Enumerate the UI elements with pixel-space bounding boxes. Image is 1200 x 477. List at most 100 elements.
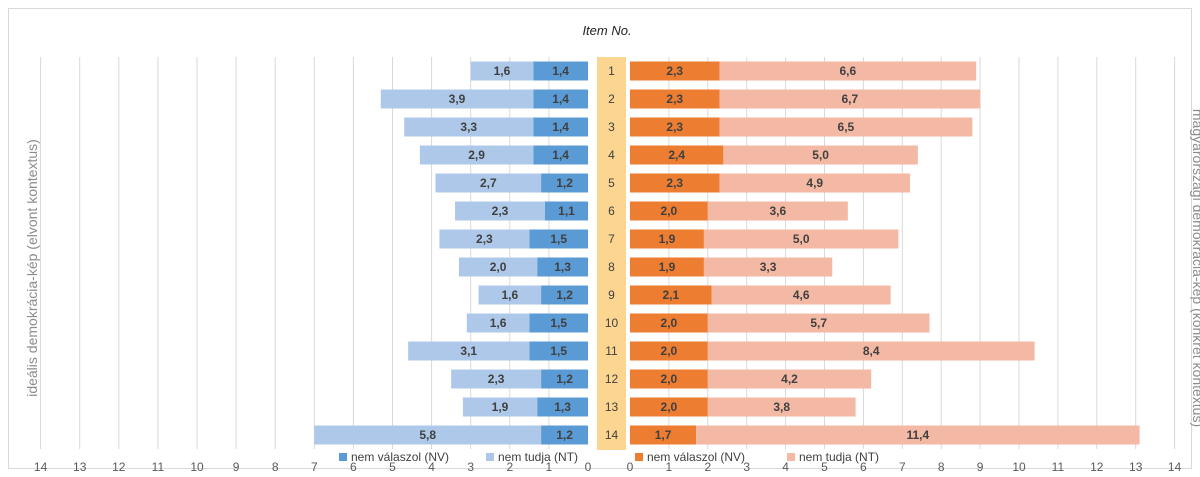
x-tick-left: 2 — [506, 460, 513, 474]
data-label-right-nv: 2,3 — [666, 92, 683, 106]
bar-right-nt — [696, 425, 1140, 445]
bar-left-nt — [470, 61, 534, 81]
bar-right-nt — [707, 369, 872, 389]
data-label-left-nt: 1,6 — [490, 316, 507, 330]
x-tick-left: 6 — [350, 460, 357, 474]
bar-right-nv — [630, 117, 720, 137]
x-tick-left: 1 — [546, 460, 553, 474]
bar-right-nv — [630, 145, 724, 165]
data-label-right-nv: 2,4 — [668, 148, 685, 162]
data-label-right-nv: 1,7 — [655, 428, 672, 442]
x-tick-right: 6 — [860, 460, 867, 474]
x-tick-left: 5 — [389, 460, 396, 474]
bar-left-nt — [435, 173, 542, 193]
data-label-left-nt: 1,9 — [492, 400, 509, 414]
data-label-right-nv: 1,9 — [659, 260, 676, 274]
data-label-right-nt: 6,6 — [839, 64, 856, 78]
bar-right-nt — [703, 257, 833, 277]
bar-left-nt — [462, 397, 538, 417]
data-label-left-nv: 1,4 — [552, 120, 569, 134]
item-number-label: 2 — [608, 92, 615, 106]
bar-left-nv — [544, 201, 588, 221]
x-tick-left: 10 — [190, 460, 204, 474]
data-label-right-nt: 5,0 — [793, 232, 810, 246]
data-label-right-nv: 2,3 — [666, 176, 683, 190]
bar-right-nt — [703, 229, 899, 249]
x-tick-left: 8 — [272, 460, 279, 474]
x-tick-right: 9 — [977, 460, 984, 474]
item-number-column — [597, 57, 626, 450]
chart-title: Item No. — [582, 23, 631, 38]
x-tick-right: 7 — [899, 460, 906, 474]
data-label-right-nv: 2,0 — [661, 204, 678, 218]
data-label-right-nv: 2,0 — [661, 372, 678, 386]
x-tick-right: 1 — [666, 460, 673, 474]
bar-left-nv — [529, 229, 588, 249]
bar-left-nt — [408, 341, 530, 361]
bar-left-nv — [533, 117, 588, 137]
data-label-left-nt: 3,1 — [460, 344, 477, 358]
x-tick-right: 11 — [1052, 460, 1065, 474]
legend-swatch — [787, 453, 795, 461]
bar-right-nt — [707, 313, 930, 333]
bar-right-nv — [630, 229, 704, 249]
item-number-label: 3 — [608, 120, 615, 134]
data-label-left-nv: 1,5 — [550, 344, 567, 358]
bar-left-nv — [529, 341, 588, 361]
bar-right-nv — [630, 425, 697, 445]
x-tick-right: 13 — [1129, 460, 1143, 474]
item-number-label: 6 — [608, 204, 615, 218]
item-number-label: 5 — [608, 176, 615, 190]
data-label-right-nv: 2,3 — [666, 64, 683, 78]
item-number-label: 8 — [608, 260, 615, 274]
data-label-right-nv: 1,9 — [659, 232, 676, 246]
data-label-right-nt: 3,6 — [769, 204, 786, 218]
x-tick-right: 10 — [1012, 460, 1026, 474]
data-label-left-nv: 1,2 — [556, 372, 573, 386]
data-label-right-nv: 2,0 — [661, 400, 678, 414]
bar-right-nt — [707, 341, 1035, 361]
bar-right-nt — [723, 145, 918, 165]
data-label-left-nt: 2,3 — [488, 372, 505, 386]
data-label-left-nt: 3,9 — [449, 92, 466, 106]
legend-label: nem tudja (NT) — [799, 450, 879, 464]
data-label-left-nv: 1,2 — [556, 288, 573, 302]
bar-right-nt — [719, 173, 911, 193]
data-label-left-nt: 5,8 — [419, 428, 436, 442]
legend-swatch — [486, 453, 494, 461]
bar-right-nt — [719, 117, 973, 137]
legend-label: nem válaszol (NV) — [351, 450, 449, 464]
data-label-left-nv: 1,3 — [554, 400, 571, 414]
bar-right-nv — [630, 201, 708, 221]
x-tick-left: 3 — [467, 460, 474, 474]
bar-left-nv — [533, 61, 588, 81]
bar-right-nt — [707, 201, 848, 221]
item-number-label: 13 — [605, 400, 619, 414]
x-tick-left: 13 — [73, 460, 87, 474]
x-tick-left: 11 — [152, 460, 165, 474]
bar-right-nv — [630, 173, 720, 193]
bar-right-nt — [711, 285, 891, 305]
data-label-left-nv: 1,2 — [556, 428, 573, 442]
bar-right-nv — [630, 61, 720, 81]
x-tick-left: 9 — [233, 460, 240, 474]
data-label-left-nt: 2,3 — [492, 204, 509, 218]
bar-right-nt — [719, 61, 977, 81]
bar-right-nv — [630, 89, 720, 109]
x-tick-right: 8 — [938, 460, 945, 474]
bar-left-nv — [533, 145, 588, 165]
data-label-left-nt: 2,0 — [490, 260, 507, 274]
data-label-right-nt: 6,5 — [838, 120, 855, 134]
bar-right-nt — [707, 397, 856, 417]
data-label-left-nt: 1,6 — [501, 288, 518, 302]
data-label-left-nt: 2,9 — [468, 148, 485, 162]
x-tick-left: 4 — [428, 460, 435, 474]
data-label-left-nv: 1,5 — [550, 232, 567, 246]
data-label-right-nt: 11,4 — [907, 428, 930, 442]
bar-right-nv — [630, 397, 708, 417]
data-label-right-nt: 3,8 — [773, 400, 790, 414]
legend-swatch — [635, 453, 643, 461]
bar-left-nt — [314, 425, 542, 445]
data-label-right-nv: 2,0 — [661, 316, 678, 330]
